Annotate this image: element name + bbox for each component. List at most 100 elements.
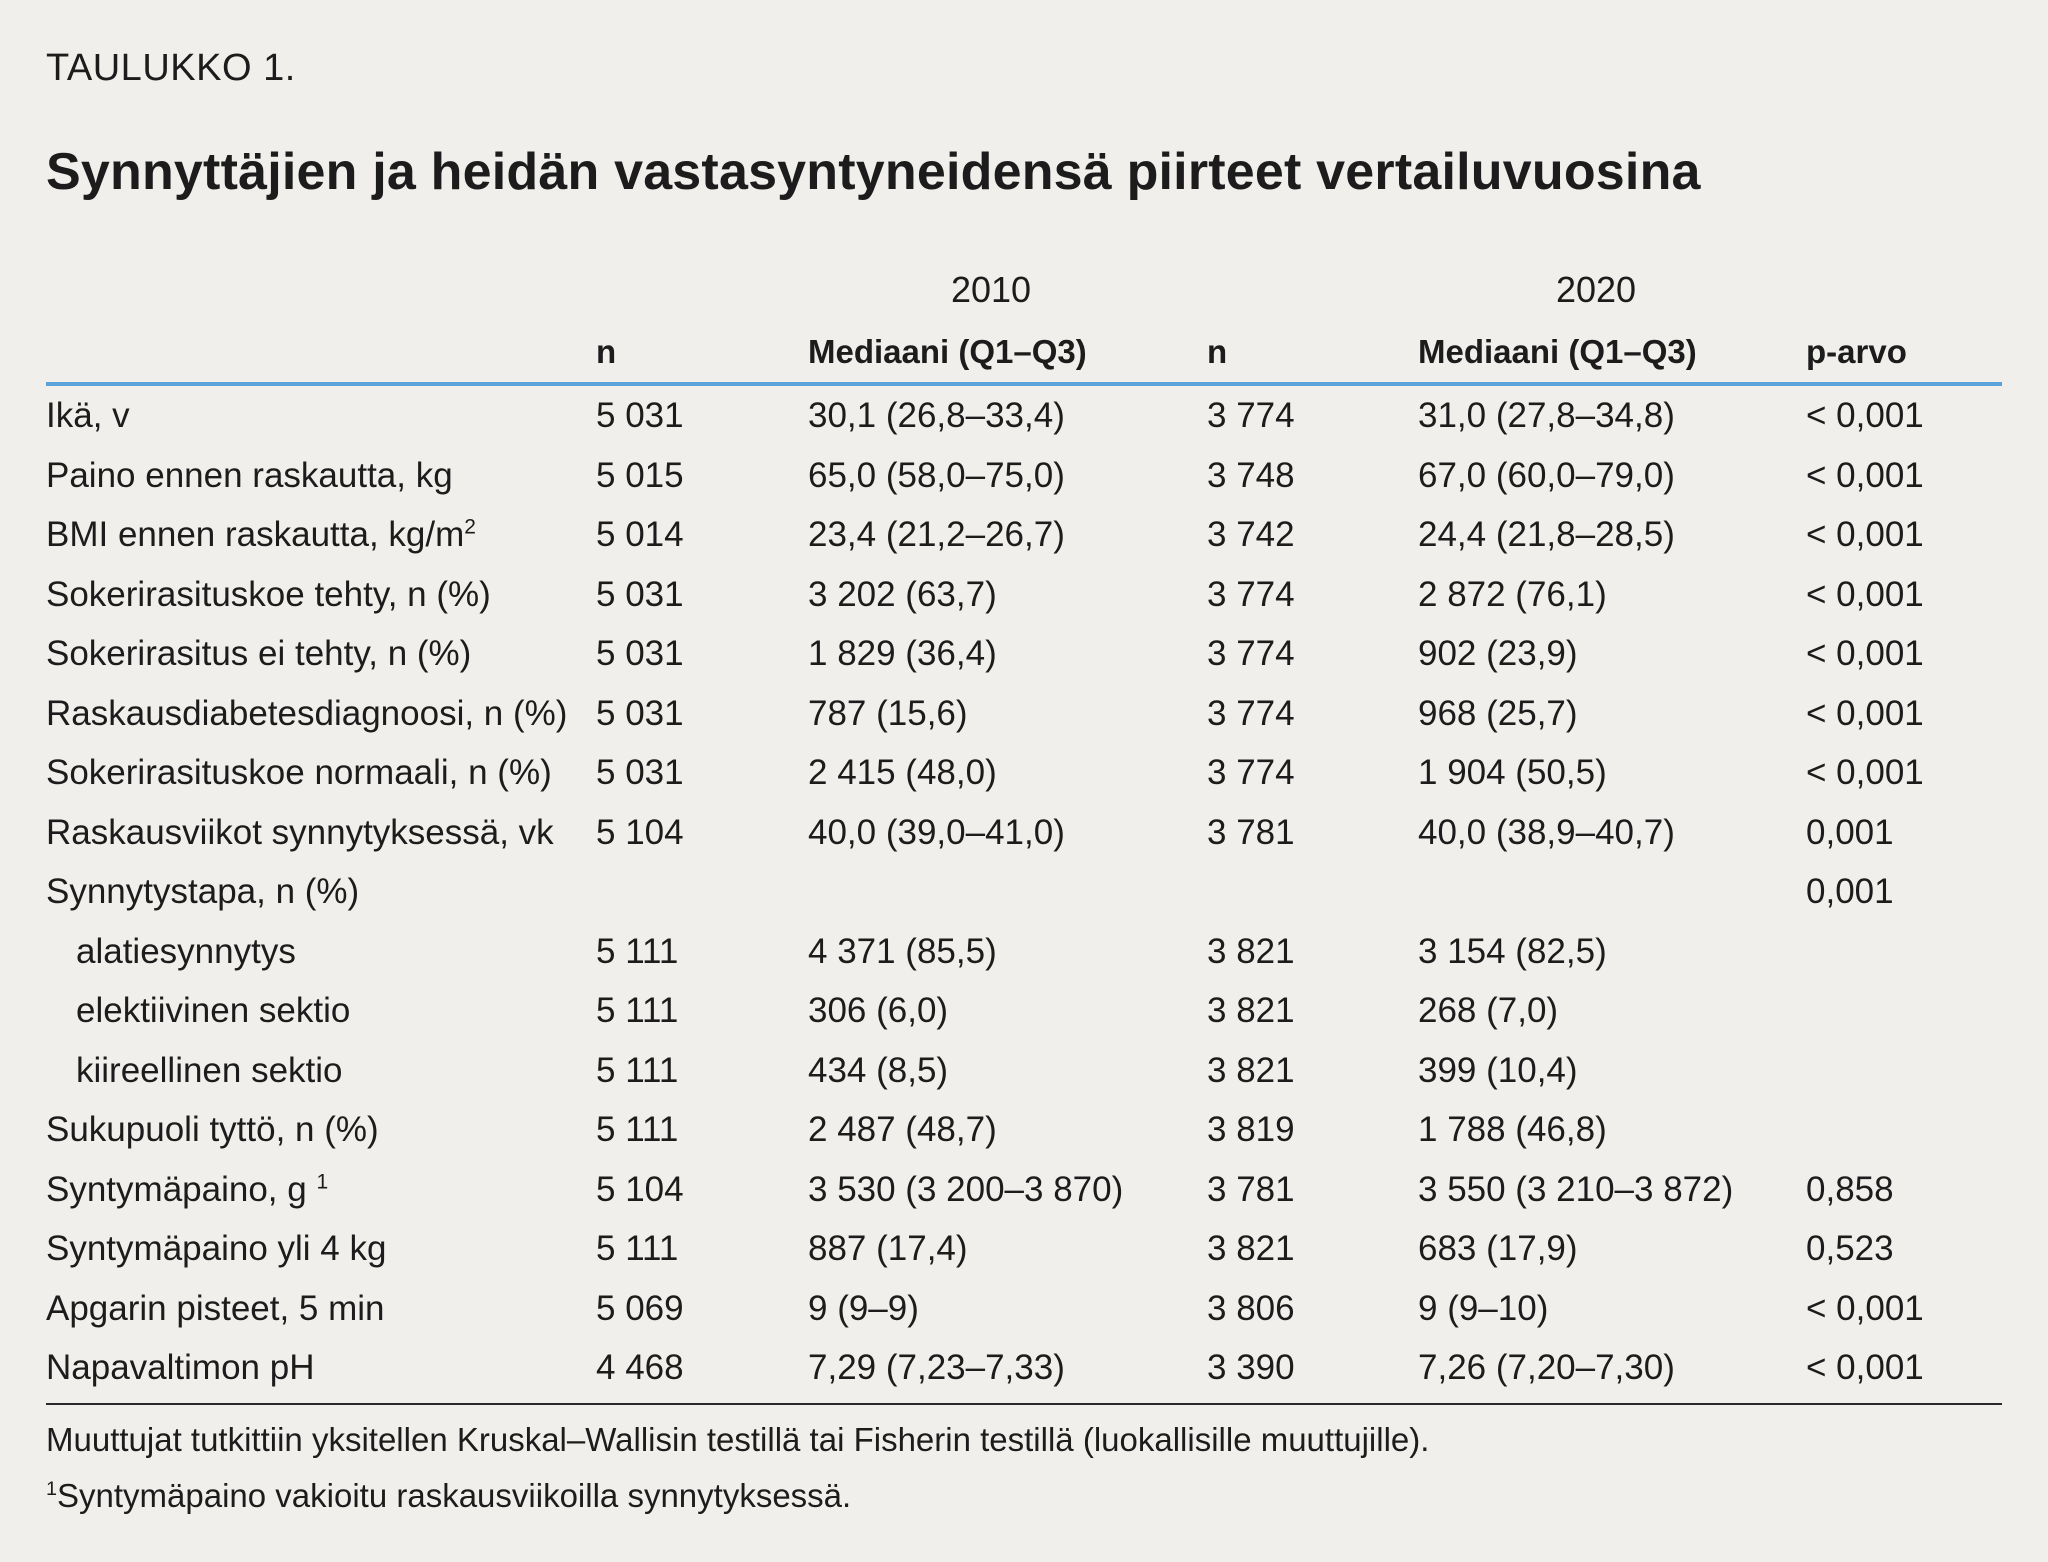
table-row: Napavaltimon pH 4 468 7,29 (7,23–7,33) 3… — [0, 1346, 2048, 1406]
row-label: Ikä, v — [46, 396, 130, 435]
cell-n-2020: 3 774 — [1207, 574, 1295, 614]
cell-median-2020: 683 (17,9) — [1418, 1229, 1578, 1268]
cell-p-value: < 0,001 — [1806, 396, 1924, 435]
cell-median-2010: 306 (6,0) — [808, 991, 949, 1030]
cell-n-2020: 3 781 — [1207, 1169, 1295, 1209]
cell-p-value: < 0,001 — [1806, 515, 1924, 554]
table-row: kiireellinen sektio 5 111 434 (8,5) 3 82… — [0, 1049, 2048, 1109]
cell-median-2010: 887 (17,4) — [808, 1229, 968, 1268]
cell-p-value: < 0,001 — [1806, 634, 1924, 673]
cell-median-2020: 968 (25,7) — [1418, 693, 1578, 733]
cell-n-2010: 5 111 — [596, 991, 679, 1030]
row-label: Raskausviikot synnytyksessä, vk — [46, 812, 554, 852]
table-body: Ikä, v 5 031 30,1 (26,8–33,4) 3 774 31,0… — [0, 394, 2048, 1406]
table-row: Synnytystapa, n (%) 0,001 — [0, 870, 2048, 930]
row-label: alatiesynnytys — [76, 931, 296, 971]
cell-median-2010: 40,0 (39,0–41,0) — [808, 812, 1065, 852]
cell-median-2020: 7,26 (7,20–7,30) — [1418, 1348, 1675, 1387]
cell-median-2010: 787 (15,6) — [808, 693, 968, 733]
cell-median-2010: 3 202 (63,7) — [808, 574, 997, 614]
row-label: BMI ennen raskautta, kg/m2 — [46, 515, 476, 554]
row-label: Apgarin pisteet, 5 min — [46, 1288, 385, 1328]
cell-n-2010: 5 111 — [596, 1229, 679, 1268]
cell-n-2010: 5 104 — [596, 812, 684, 852]
cell-median-2010: 434 (8,5) — [808, 1050, 949, 1090]
footnote-main: Muuttujat tutkittiin yksitellen Kruskal–… — [46, 1421, 1430, 1458]
table-row: Raskausdiabetesdiagnoosi, n (%) 5 031 78… — [0, 692, 2048, 752]
column-header-median-2010: Mediaani (Q1–Q3) — [808, 333, 1087, 370]
cell-p-value: < 0,001 — [1806, 753, 1924, 792]
row-label: Raskausdiabetesdiagnoosi, n (%) — [46, 693, 568, 733]
cell-median-2020: 3 550 (3 210–3 872) — [1418, 1169, 1734, 1209]
row-label: Sokerirasituskoe normaali, n (%) — [46, 753, 552, 792]
cell-n-2010: 5 031 — [596, 693, 684, 733]
cell-median-2020: 67,0 (60,0–79,0) — [1418, 455, 1675, 495]
table-row: elektiivinen sektio 5 111 306 (6,0) 3 82… — [0, 989, 2048, 1049]
cell-median-2020: 2 872 (76,1) — [1418, 574, 1607, 614]
cell-median-2020: 9 (9–10) — [1418, 1288, 1549, 1328]
row-label: Sokerirasitus ei tehty, n (%) — [46, 634, 472, 673]
cell-n-2020: 3 821 — [1207, 991, 1295, 1030]
row-label: elektiivinen sektio — [76, 991, 351, 1030]
row-label: Paino ennen raskautta, kg — [46, 455, 453, 495]
table-row: Sukupuoli tyttö, n (%) 5 111 2 487 (48,7… — [0, 1108, 2048, 1168]
cell-median-2010: 9 (9–9) — [808, 1288, 919, 1328]
table-title: Synnyttäjien ja heidän vastasyntyneidens… — [46, 143, 1701, 201]
cell-n-2020: 3 774 — [1207, 396, 1295, 435]
table-row: Raskausviikot synnytyksessä, vk 5 104 40… — [0, 811, 2048, 871]
table-row: Syntymäpaino, g 1 5 104 3 530 (3 200–3 8… — [0, 1168, 2048, 1228]
cell-median-2020: 3 154 (82,5) — [1418, 931, 1607, 971]
table-row: alatiesynnytys 5 111 4 371 (85,5) 3 821 … — [0, 930, 2048, 990]
cell-n-2020: 3 806 — [1207, 1288, 1295, 1328]
column-header-n-2010: n — [596, 333, 617, 370]
cell-median-2010: 3 530 (3 200–3 870) — [808, 1169, 1124, 1209]
table-row: BMI ennen raskautta, kg/m2 5 014 23,4 (2… — [0, 513, 2048, 573]
table-row: Paino ennen raskautta, kg 5 015 65,0 (58… — [0, 454, 2048, 514]
cell-median-2010: 30,1 (26,8–33,4) — [808, 396, 1065, 435]
cell-n-2010: 5 069 — [596, 1288, 684, 1328]
footnote-marker: 1 — [46, 1478, 58, 1500]
cell-median-2010: 2 415 (48,0) — [808, 753, 997, 792]
cell-p-value: < 0,001 — [1806, 693, 1924, 733]
column-header-median-2020: Mediaani (Q1–Q3) — [1418, 333, 1697, 370]
cell-p-value: 0,001 — [1806, 872, 1894, 911]
cell-n-2020: 3 821 — [1207, 931, 1295, 971]
cell-n-2020: 3 774 — [1207, 693, 1295, 733]
cell-median-2020: 1 788 (46,8) — [1418, 1110, 1607, 1149]
footnote-1: 1Syntymäpaino vakioitu raskausviikoilla … — [46, 1474, 851, 1518]
column-header-p-value: p-arvo — [1806, 333, 1907, 370]
cell-n-2020: 3 748 — [1207, 455, 1295, 495]
cell-n-2020: 3 742 — [1207, 515, 1295, 554]
row-label: Napavaltimon pH — [46, 1348, 315, 1387]
cell-median-2010: 23,4 (21,2–26,7) — [808, 515, 1065, 554]
table-row: Syntymäpaino yli 4 kg 5 111 887 (17,4) 3… — [0, 1227, 2048, 1287]
cell-median-2010: 7,29 (7,23–7,33) — [808, 1348, 1065, 1387]
cell-median-2020: 902 (23,9) — [1418, 634, 1578, 673]
cell-n-2020: 3 819 — [1207, 1110, 1295, 1149]
cell-p-value: < 0,001 — [1806, 1288, 1924, 1328]
cell-median-2020: 399 (10,4) — [1418, 1050, 1578, 1090]
row-label: Syntymäpaino yli 4 kg — [46, 1229, 387, 1268]
cell-n-2020: 3 781 — [1207, 812, 1295, 852]
cell-median-2010: 2 487 (48,7) — [808, 1110, 997, 1149]
cell-p-value: 0,523 — [1806, 1229, 1894, 1268]
cell-p-value: < 0,001 — [1806, 574, 1924, 614]
cell-p-value: 0,858 — [1806, 1169, 1894, 1209]
cell-n-2010: 5 111 — [596, 1110, 679, 1149]
cell-median-2020: 268 (7,0) — [1418, 991, 1559, 1030]
footnote-text: Syntymäpaino vakioitu raskausviikoilla s… — [57, 1477, 852, 1514]
row-label: kiireellinen sektio — [76, 1050, 343, 1090]
cell-p-value: < 0,001 — [1806, 455, 1924, 495]
footer-divider — [46, 1403, 2002, 1405]
cell-n-2010: 5 014 — [596, 515, 684, 554]
row-label: Syntymäpaino, g 1 — [46, 1169, 329, 1209]
cell-n-2020: 3 774 — [1207, 634, 1295, 673]
cell-p-value: < 0,001 — [1806, 1348, 1924, 1387]
cell-median-2020: 24,4 (21,8–28,5) — [1418, 515, 1675, 554]
header-divider — [46, 382, 2002, 386]
year-2020-header: 2020 — [1555, 269, 1637, 310]
row-label: Synnytystapa, n (%) — [46, 872, 360, 911]
cell-n-2010: 4 468 — [596, 1348, 684, 1387]
cell-median-2020: 1 904 (50,5) — [1418, 753, 1607, 792]
cell-n-2020: 3 390 — [1207, 1348, 1295, 1387]
